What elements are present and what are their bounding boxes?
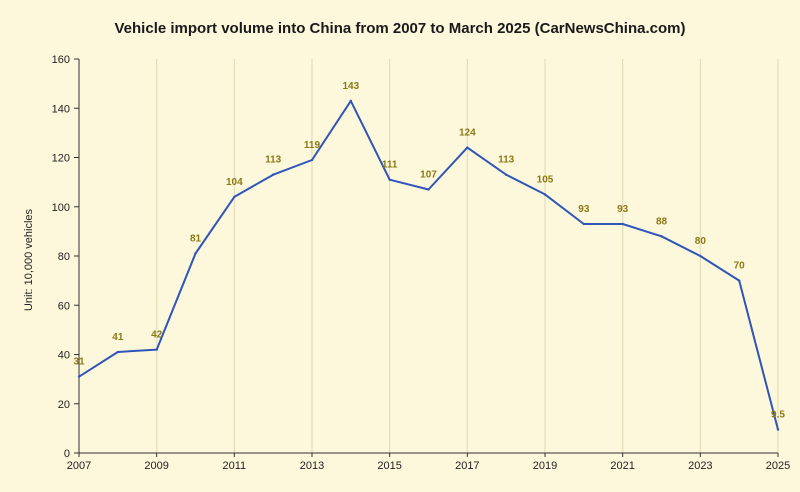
y-tick-label-40: 40 bbox=[58, 350, 70, 362]
y-tick-label-60: 60 bbox=[58, 300, 70, 312]
y-axis-label: Unit: 10,000 vehicles bbox=[23, 208, 35, 311]
x-tick-label-2017: 2017 bbox=[455, 460, 479, 472]
data-label-2022: 88 bbox=[656, 216, 668, 227]
y-tick-label-140: 140 bbox=[52, 103, 70, 115]
data-point-2015 bbox=[388, 178, 391, 181]
data-point-2013 bbox=[310, 158, 314, 162]
data-label-2010: 81 bbox=[190, 234, 202, 245]
data-point-2008 bbox=[116, 350, 120, 354]
data-label-2008: 41 bbox=[112, 332, 124, 343]
x-tick-label-2011: 2011 bbox=[223, 460, 247, 472]
data-label-2023: 80 bbox=[695, 236, 707, 247]
data-point-2014 bbox=[349, 99, 353, 103]
data-label-2020: 93 bbox=[578, 204, 590, 215]
y-tick-label-0: 0 bbox=[64, 448, 70, 460]
x-tick-label-2023: 2023 bbox=[688, 460, 712, 472]
y-tick-label-80: 80 bbox=[58, 251, 70, 263]
data-label-2009: 42 bbox=[151, 330, 163, 341]
y-tick-label-100: 100 bbox=[52, 202, 70, 214]
data-point-2020 bbox=[582, 222, 586, 226]
data-label-2011: 104 bbox=[226, 177, 243, 188]
data-point-2025 bbox=[776, 428, 780, 431]
x-tick-label-2021: 2021 bbox=[610, 460, 634, 472]
data-point-2019 bbox=[543, 193, 547, 196]
series-line-group bbox=[77, 99, 780, 431]
x-tick-label-2015: 2015 bbox=[377, 460, 401, 472]
x-tick-label-2019: 2019 bbox=[533, 460, 557, 472]
x-tick-label-2009: 2009 bbox=[144, 460, 168, 472]
data-label-2016: 107 bbox=[420, 170, 437, 181]
data-point-2007 bbox=[77, 375, 81, 378]
data-label-2019: 105 bbox=[537, 174, 554, 185]
data-point-2024 bbox=[737, 279, 741, 282]
data-point-2010 bbox=[194, 252, 197, 255]
axes bbox=[78, 59, 778, 454]
y-axis-ticks: 0 20 40 60 80 100 120 140 160 bbox=[52, 54, 79, 460]
chart-title: Vehicle import volume into China from 20… bbox=[115, 20, 686, 37]
data-label-2024: 70 bbox=[734, 261, 746, 272]
data-point-2021 bbox=[621, 222, 624, 226]
data-labels: 31 41 42 81 104 113 119 143 111 107 124 113 105 93 93 8… bbox=[73, 81, 785, 421]
data-label-2018: 113 bbox=[498, 155, 515, 166]
y-tick-label-20: 20 bbox=[58, 399, 70, 411]
data-label-2015: 111 bbox=[382, 160, 398, 171]
data-label-2013: 119 bbox=[304, 140, 321, 151]
x-tick-label-2013: 2013 bbox=[300, 460, 324, 472]
data-point-2018 bbox=[504, 173, 508, 176]
data-label-2017: 124 bbox=[459, 128, 476, 139]
x-tick-label-2007: 2007 bbox=[67, 460, 91, 472]
y-tick-label-160: 160 bbox=[52, 54, 70, 66]
data-point-2011 bbox=[233, 195, 236, 199]
series-line bbox=[78, 99, 779, 430]
data-label-2021: 93 bbox=[617, 204, 629, 215]
data-label-2007: 31 bbox=[73, 357, 85, 368]
y-tick-label-120: 120 bbox=[52, 153, 70, 165]
data-point-2017 bbox=[466, 146, 469, 149]
x-axis-ticks: 2007 2009 2011 2013 2015 2017 2019 2021 2023 2025 bbox=[67, 453, 790, 472]
data-label-2014: 143 bbox=[342, 81, 359, 92]
gridlines bbox=[156, 59, 779, 453]
data-label-2012: 113 bbox=[265, 155, 282, 166]
data-point-2016 bbox=[427, 188, 430, 191]
data-point-2022 bbox=[660, 235, 663, 238]
data-point-2012 bbox=[271, 173, 275, 176]
data-label-2025: 9.5 bbox=[771, 410, 785, 421]
data-point-2009 bbox=[155, 348, 158, 351]
x-tick-label-2025: 2025 bbox=[766, 460, 790, 472]
data-point-2023 bbox=[699, 254, 702, 258]
